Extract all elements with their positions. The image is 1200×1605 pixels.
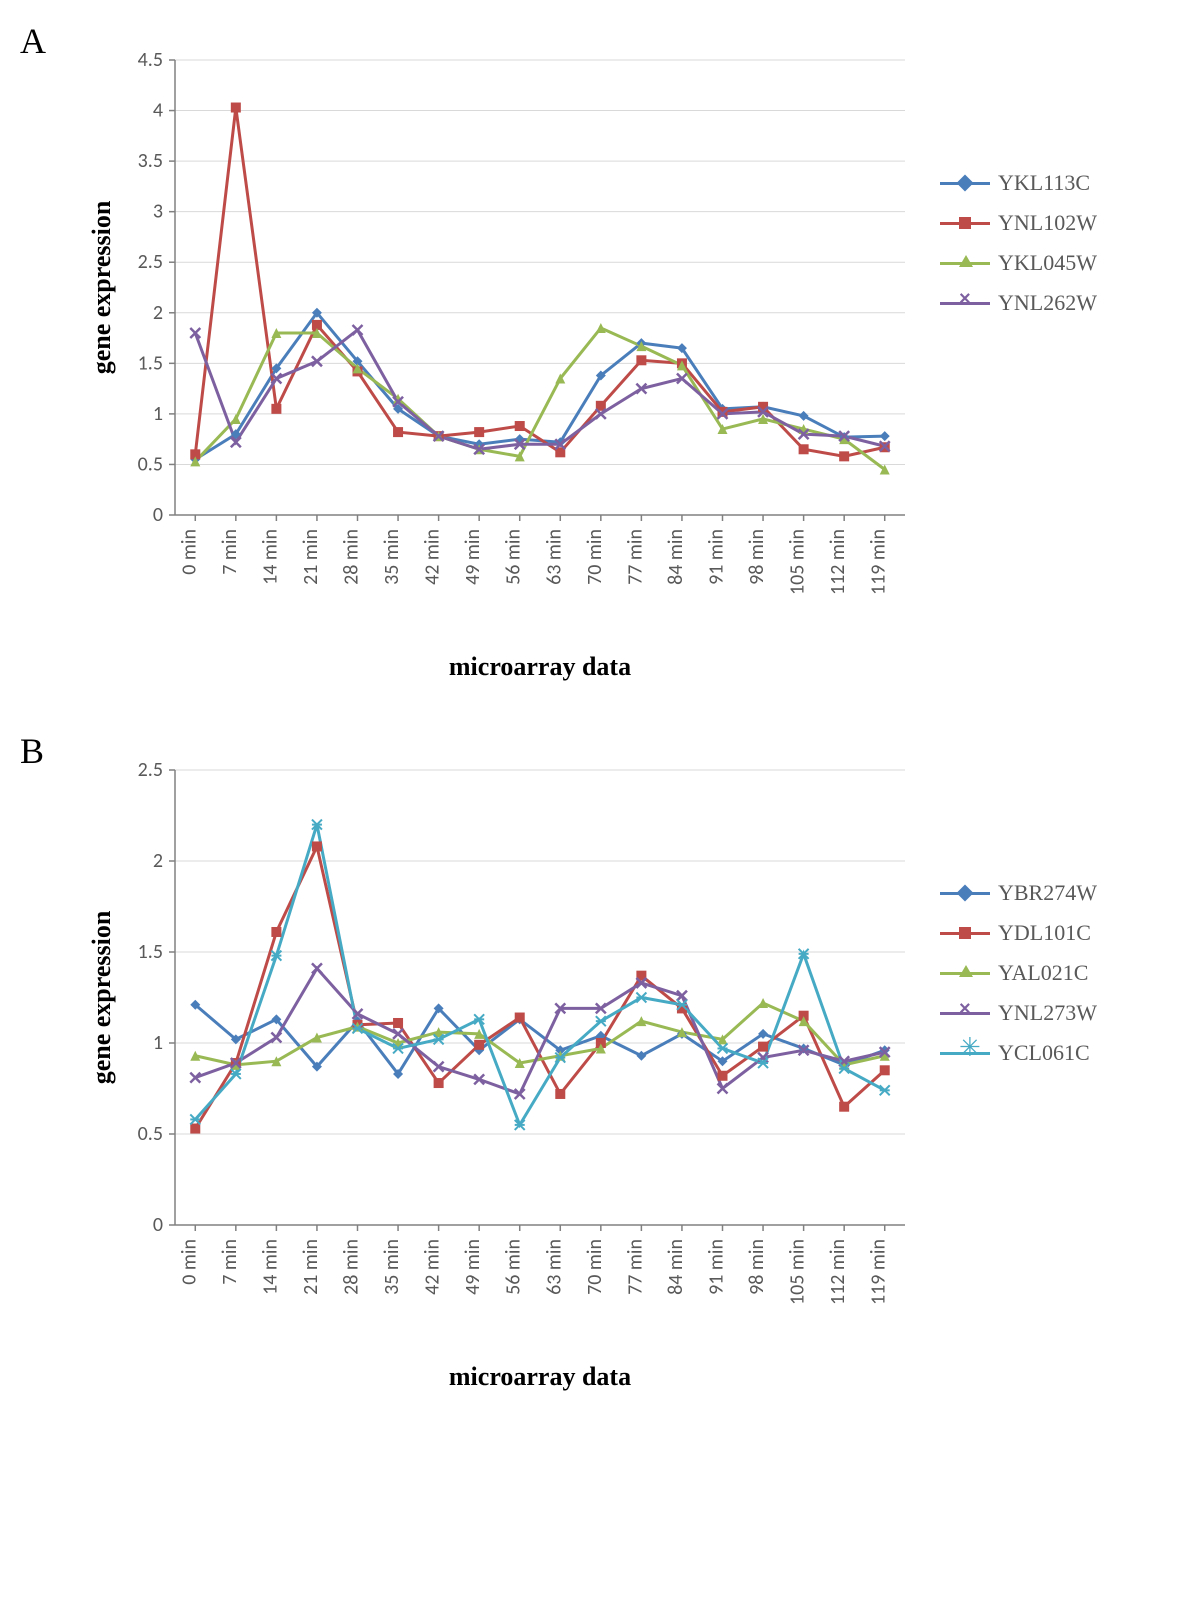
x-tick-label: 35 min <box>380 529 404 585</box>
x-tick-label: 105 min <box>786 1239 810 1305</box>
x-tick-label: 42 min <box>421 529 445 585</box>
x-tick-label: 21 min <box>299 529 323 585</box>
panel-a-wrapper: 0 0.5 1 1.5 2 2.5 3 3.5 4 4.5 0 min 7 min 14 min 21 m… <box>20 20 1180 690</box>
legend-label: YKL045W <box>998 250 1097 276</box>
y-tick-label: 2.5 <box>138 760 163 782</box>
legend-item-YAL021C: YAL021C <box>940 960 1097 986</box>
legend-marker-icon: × <box>940 295 990 311</box>
legend-label: YKL113C <box>998 170 1090 196</box>
y-tick-label: 0 <box>153 503 163 527</box>
x-tick-label: 35 min <box>380 1239 404 1295</box>
y-tick-label: 0.5 <box>138 452 163 476</box>
legend-item-YKL113C: YKL113C <box>940 170 1097 196</box>
x-tick-label: 56 min <box>502 1239 526 1295</box>
x-tick-label: 0 min <box>177 529 201 575</box>
legend-item-YDL101C: YDL101C <box>940 920 1097 946</box>
y-tick-label: 2 <box>153 301 163 325</box>
panel-b-legend: YBR274W YDL101C YAL021C × YNL273W <box>920 760 1097 1080</box>
x-tick-label: 14 min <box>258 529 282 585</box>
y-tick-label: 2.5 <box>138 250 163 274</box>
y-axis-label: gene expression <box>87 910 116 1084</box>
x-tick-label: 84 min <box>664 1239 688 1295</box>
panel-a: A 0 0.5 1 1.5 2 2.5 3 3.5 4 4.5 0 min 7 min 14 min 21… <box>20 20 1180 690</box>
legend-label: YNL102W <box>998 210 1097 236</box>
chart-b-svg: 0 0.5 1 1.5 2 2.5 0 min 7 min 14 min 21 min 28 min… <box>70 760 920 1400</box>
y-tick-label: 1.5 <box>138 940 163 964</box>
legend-item-YKL045W: YKL045W <box>940 250 1097 276</box>
panel-b-label: B <box>20 730 44 772</box>
x-tick-label: 112 min <box>826 529 850 595</box>
y-tick-label: 4.5 <box>138 50 163 72</box>
y-tick-label: 3.5 <box>138 149 163 173</box>
panel-a-label: A <box>20 20 46 62</box>
x-tick-label: 98 min <box>745 529 769 585</box>
legend-label: YNL262W <box>998 290 1097 316</box>
x-tick-label: 84 min <box>664 529 688 585</box>
legend-label: YDL101C <box>998 920 1091 946</box>
x-axis-label: microarray data <box>449 1362 631 1391</box>
legend-marker-icon <box>940 925 990 941</box>
legend-item-YBR274W: YBR274W <box>940 880 1097 906</box>
x-tick-label: 70 min <box>583 1239 607 1295</box>
x-tick-label: 112 min <box>826 1239 850 1305</box>
legend-marker-icon: × <box>940 1005 990 1021</box>
legend-marker-icon: ✳ <box>940 1045 990 1061</box>
legend-item-YNL102W: YNL102W <box>940 210 1097 236</box>
x-tick-label: 63 min <box>542 529 566 585</box>
chart-a-svg: 0 0.5 1 1.5 2 2.5 3 3.5 4 4.5 0 min 7 min 14 min 21 m… <box>70 50 920 690</box>
x-tick-label: 119 min <box>867 529 891 595</box>
x-tick-label: 28 min <box>340 1239 364 1295</box>
x-tick-label: 49 min <box>461 1239 485 1295</box>
x-axis-label: microarray data <box>449 652 631 681</box>
y-tick-label: 1 <box>153 402 163 426</box>
x-tick-label: 7 min <box>218 529 242 575</box>
x-tick-label: 105 min <box>786 529 810 595</box>
panel-b-wrapper: 0 0.5 1 1.5 2 2.5 0 min 7 min 14 min 21 min 28 min… <box>20 730 1180 1400</box>
x-tick-label: 91 min <box>705 529 729 585</box>
y-tick-label: 0 <box>153 1213 163 1237</box>
x-tick-label: 119 min <box>867 1239 891 1305</box>
legend-item-YCL061C: ✳ YCL061C <box>940 1040 1097 1066</box>
legend-marker-icon <box>940 255 990 271</box>
y-tick-label: 3 <box>153 200 163 224</box>
x-tick-label: 56 min <box>502 529 526 585</box>
y-tick-label: 0.5 <box>138 1122 163 1146</box>
x-tick-label: 7 min <box>218 1239 242 1285</box>
legend-label: YCL061C <box>998 1040 1090 1066</box>
y-tick-label: 4 <box>153 99 163 123</box>
legend-marker-icon <box>940 175 990 191</box>
x-tick-label: 77 min <box>623 1239 647 1295</box>
x-tick-label: 63 min <box>542 1239 566 1295</box>
legend-marker-icon <box>940 885 990 901</box>
figure-container: A 00.511.522.533.544.50 min7 min14 min21… <box>20 20 1180 1400</box>
x-tick-label: 77 min <box>623 529 647 585</box>
legend-label: YBR274W <box>998 880 1097 906</box>
legend-marker-icon <box>940 215 990 231</box>
y-tick-label: 1 <box>153 1031 163 1055</box>
x-tick-label: 49 min <box>461 529 485 585</box>
x-tick-label: 28 min <box>340 529 364 585</box>
x-tick-label: 42 min <box>421 1239 445 1295</box>
panel-b: B 0 0.5 1 1.5 2 2.5 0 min 7 min 14 min 21 min 28 m… <box>20 730 1180 1400</box>
x-tick-label: 14 min <box>258 1239 282 1295</box>
x-tick-label: 98 min <box>745 1239 769 1295</box>
legend-label: YNL273W <box>998 1000 1097 1026</box>
panel-a-legend: YKL113C YNL102W YKL045W × YNL262W <box>920 50 1097 330</box>
y-tick-label: 1.5 <box>138 351 163 375</box>
x-tick-label: 0 min <box>177 1239 201 1285</box>
x-tick-label: 91 min <box>705 1239 729 1295</box>
y-axis-label: gene expression <box>87 200 116 374</box>
legend-label: YAL021C <box>998 960 1088 986</box>
x-tick-label: 21 min <box>299 1239 323 1295</box>
legend-item-YNL262W: × YNL262W <box>940 290 1097 316</box>
x-tick-label: 70 min <box>583 529 607 585</box>
legend-item-YNL273W: × YNL273W <box>940 1000 1097 1026</box>
y-tick-label: 2 <box>153 849 163 873</box>
legend-marker-icon <box>940 965 990 981</box>
